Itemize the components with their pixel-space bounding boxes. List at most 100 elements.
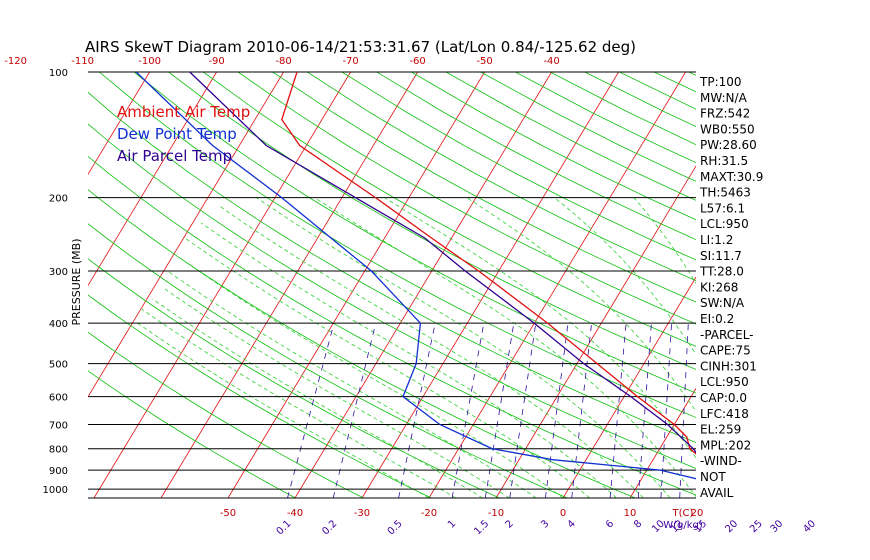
- stats-item: RH:31.5: [700, 154, 748, 168]
- mixing-ratio-tick-label: 0.5: [386, 518, 405, 537]
- moist-adiabat: [141, 308, 456, 498]
- bottom-temp-tick-label: 10: [624, 508, 637, 519]
- stats-item: LCL:950: [700, 217, 749, 231]
- legend-entry: Air Parcel Temp: [117, 147, 232, 165]
- moist-adiabat: [184, 237, 591, 498]
- isotherm: [93, 72, 351, 498]
- mixing-ratio-line: [806, 323, 812, 498]
- top-temp-tick-label: -90: [208, 56, 224, 67]
- pressure-tick-label: 700: [49, 421, 68, 432]
- stats-item: MW:N/A: [700, 91, 748, 105]
- isotherm: [88, 72, 217, 287]
- stats-item: NOT: [700, 470, 726, 484]
- mixing-ratio-tick-label: 30: [769, 518, 786, 535]
- moist-adiabat: [200, 222, 617, 498]
- dry-adiabat: [237, 72, 696, 325]
- stats-item: -WIND-: [700, 454, 742, 468]
- stats-item: SI:11.7: [700, 249, 742, 263]
- dry-adiabat: [88, 223, 568, 498]
- moist-adiabat: [167, 270, 537, 498]
- stats-item: LI:1.2: [700, 233, 733, 247]
- dry-adiabat: [203, 72, 696, 347]
- mixing-ratio-line: [545, 323, 569, 498]
- bottom-temp-tick-label: -50: [220, 508, 236, 519]
- isotherm: [361, 72, 619, 498]
- dry-adiabat: [88, 294, 432, 498]
- dry-adiabat: [653, 72, 696, 93]
- moist-adiabat: [314, 197, 696, 498]
- mixing-ratio-line: [777, 323, 779, 498]
- moist-adiabat: [554, 197, 696, 355]
- mixing-ratio-unit-label: W(g/kg): [663, 520, 703, 531]
- series-layer: [135, 72, 696, 480]
- mixing-ratio-line: [571, 323, 592, 498]
- y-axis-label: PRESSURE (MB): [70, 239, 83, 326]
- mixing-ratio-line: [451, 323, 485, 498]
- dry-adiabat: [88, 189, 636, 498]
- mixing-ratio-line: [509, 323, 537, 498]
- legend-entry: Ambient Air Temp: [117, 103, 250, 121]
- bottom-temp-tick-label: 0: [560, 508, 566, 519]
- stats-item: FRZ:542: [700, 107, 750, 121]
- mixing-ratio-tick-label: 1: [446, 518, 458, 530]
- moist-adiabat: [255, 197, 671, 498]
- dry-adiabat: [88, 91, 696, 444]
- bottom-temp-tick-label: -30: [354, 508, 370, 519]
- stats-item: AVAIL: [700, 486, 734, 500]
- temp-unit-label: T(C): [672, 508, 694, 519]
- stats-item: LCL:950: [700, 375, 749, 389]
- isotherm: [294, 72, 552, 498]
- stats-item: TT:28.0: [699, 265, 744, 279]
- dry-adiabat: [411, 72, 696, 221]
- mixing-ratio-tick-label: 1.5: [472, 518, 491, 537]
- dry-adiabat: [133, 72, 696, 394]
- isotherm: [160, 72, 418, 498]
- pressure-tick-label: 900: [49, 466, 68, 477]
- dry-adiabat: [272, 72, 696, 303]
- moist-adiabat: [219, 206, 644, 498]
- mixing-ratio-tick-label: 0.1: [275, 518, 294, 537]
- pressure-tick-label: 800: [49, 445, 68, 456]
- mixing-ratio-line: [637, 323, 652, 498]
- top-temp-tick-label: -110: [71, 56, 94, 67]
- top-temp-tick-label: -70: [342, 56, 358, 67]
- mixing-ratio-line: [660, 323, 672, 498]
- dry-adiabat: [515, 72, 696, 164]
- moist-adiabat: [152, 298, 483, 498]
- bottom-temp-tick-label: -40: [287, 508, 303, 519]
- isotherm: [0, 72, 16, 498]
- isotherm: [428, 72, 686, 498]
- stats-item: EI:0.2: [700, 312, 734, 326]
- mixing-ratio-tick-label: 40: [801, 518, 818, 535]
- isobar-layer: [88, 71, 696, 499]
- bottom-temp-tick-label: 20: [691, 508, 704, 519]
- mixing-ratio-tick-label: 4: [566, 518, 578, 530]
- stats-item: LFC:418: [700, 407, 749, 421]
- stats-item: CAP:0.0: [700, 391, 747, 405]
- stats-item: EL:259: [700, 423, 741, 437]
- top-temp-tick-label: -80: [275, 56, 291, 67]
- chart-title: AIRS SkewT Diagram 2010-06-14/21:53:31.6…: [85, 38, 636, 56]
- stats-item: PW:28.60: [700, 138, 757, 152]
- stats-item: TH:5463: [699, 186, 751, 200]
- mixing-ratio-tick-label: 20: [723, 518, 740, 535]
- moist-adiabat: [137, 322, 430, 498]
- isotherm: [495, 165, 696, 498]
- stats-item: KI:268: [700, 280, 738, 294]
- ambient-air-temp-line: [281, 72, 696, 455]
- isotherm: [764, 72, 870, 498]
- stats-item: MAXT:30.9: [700, 170, 763, 184]
- bottom-temp-tick-label: -20: [421, 508, 437, 519]
- top-temp-tick-label: -60: [409, 56, 425, 67]
- isotherm: [831, 72, 870, 498]
- stats-item: L57:6.1: [700, 201, 745, 215]
- dry-adiabat: [307, 72, 696, 282]
- air-parcel-temp-line: [189, 72, 696, 454]
- pressure-tick-label: 300: [49, 267, 68, 278]
- pressure-tick-label: 400: [49, 319, 68, 330]
- moist-adiabat: [180, 258, 564, 498]
- dry-adiabat: [376, 72, 696, 241]
- legend: Ambient Air Temp Dew Point Temp Air Parcel…: [117, 103, 250, 165]
- mixing-ratio-line: [484, 323, 515, 498]
